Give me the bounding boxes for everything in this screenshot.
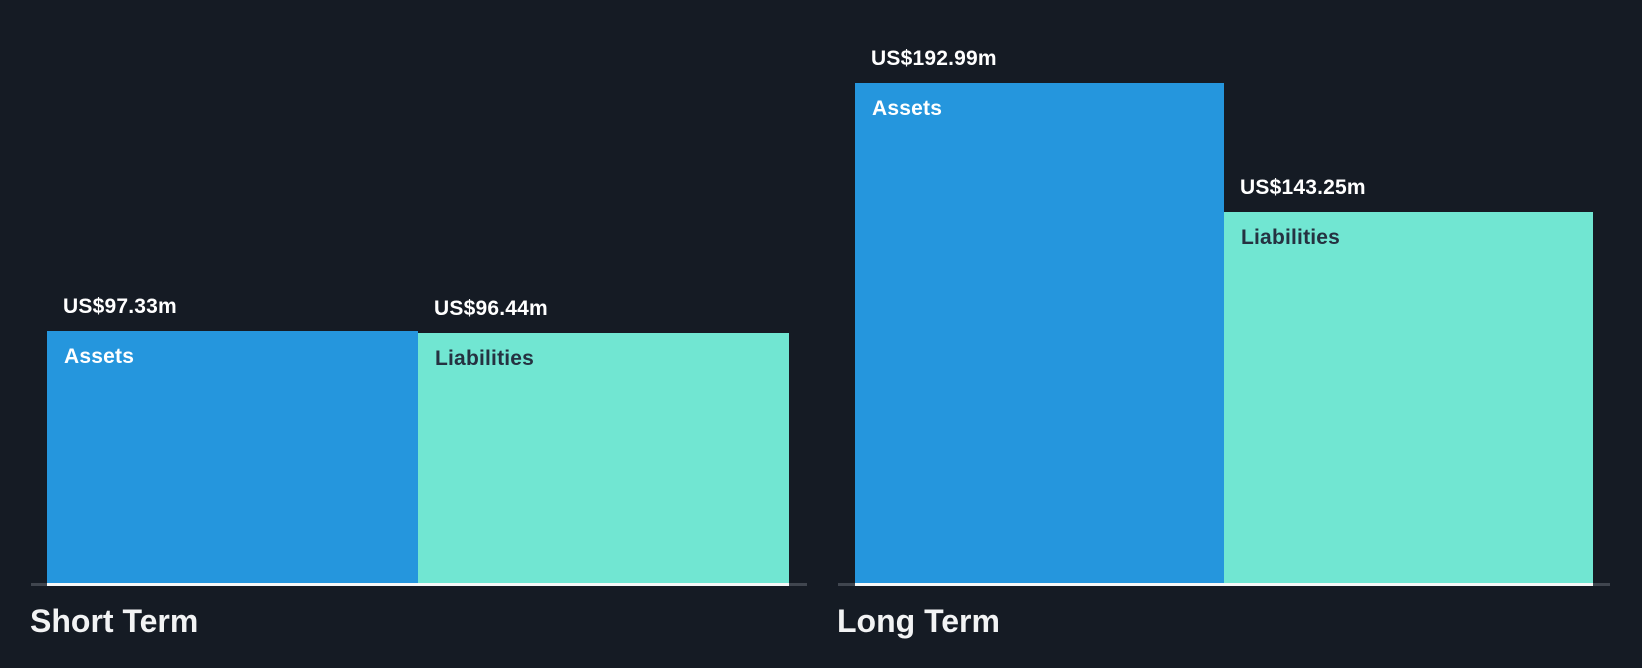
short-term-liabilities-value: US$96.44m bbox=[434, 297, 548, 320]
long-term-liabilities-value: US$143.25m bbox=[1240, 176, 1366, 199]
short-term-assets-bar-label: Assets bbox=[64, 345, 135, 368]
group-label-long-term: Long Term bbox=[837, 603, 1000, 639]
long-term-assets-bar-label: Assets bbox=[872, 97, 943, 120]
group-label-short-term: Short Term bbox=[30, 603, 199, 639]
short-term-assets-value: US$97.33m bbox=[63, 295, 177, 318]
bars-underline-short-term bbox=[47, 583, 789, 586]
bars-underline-long-term bbox=[855, 583, 1593, 586]
short-term-assets-bar[interactable]: Assets bbox=[47, 331, 418, 583]
short-term-liabilities-bar-label: Liabilities bbox=[435, 347, 535, 370]
long-term-liabilities-bar[interactable]: Liabilities bbox=[1224, 212, 1593, 583]
long-term-assets-value: US$192.99m bbox=[871, 47, 997, 70]
short-term-liabilities-bar[interactable]: Liabilities bbox=[418, 333, 789, 583]
long-term-liabilities-bar-label: Liabilities bbox=[1241, 226, 1341, 249]
long-term-assets-bar[interactable]: Assets bbox=[855, 83, 1224, 583]
